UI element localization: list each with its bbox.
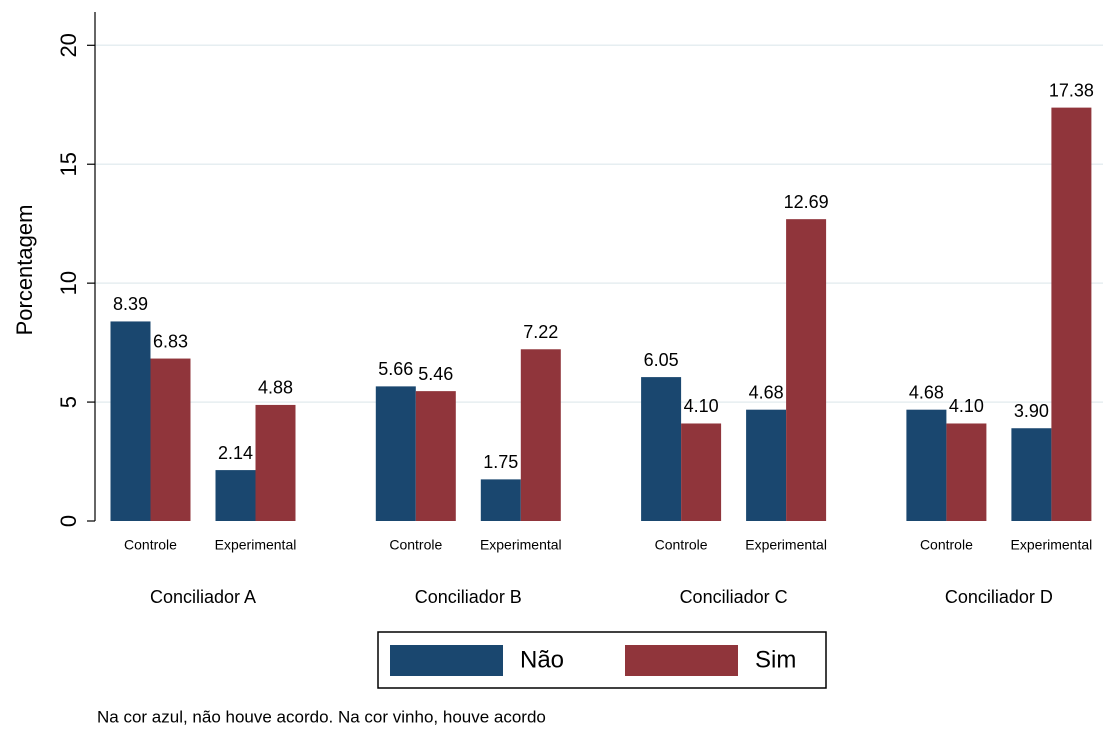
group-label: Conciliador C: [680, 587, 788, 607]
data-label: 17.38: [1049, 80, 1094, 100]
group-label: Conciliador B: [415, 587, 522, 607]
bar: [1011, 428, 1052, 521]
y-tick-label: 5: [56, 396, 81, 408]
x-tick-label: Experimental: [1011, 537, 1093, 553]
legend-label: Não: [520, 646, 564, 673]
data-label: 6.05: [644, 350, 679, 370]
bar: [681, 423, 722, 521]
y-axis-label: Porcentagem: [12, 205, 37, 336]
data-label: 5.46: [418, 364, 453, 384]
data-label: 6.83: [153, 331, 188, 351]
data-label: 4.10: [684, 396, 719, 416]
data-label: 3.90: [1014, 401, 1049, 421]
x-tick-label: Experimental: [745, 537, 827, 553]
data-label: 1.75: [483, 452, 518, 472]
data-label: 5.66: [378, 359, 413, 379]
bar: [480, 479, 521, 521]
bar: [110, 321, 151, 521]
bar: [215, 470, 256, 521]
y-tick-label: 20: [56, 33, 81, 57]
legend-swatch: [625, 645, 738, 676]
bar: [946, 423, 987, 521]
data-label: 8.39: [113, 294, 148, 314]
x-tick-label: Controle: [124, 537, 177, 553]
legend-swatch: [390, 645, 503, 676]
x-tick-label: Controle: [389, 537, 442, 553]
bar: [375, 386, 416, 521]
bar: [255, 404, 296, 521]
x-tick-label: Experimental: [215, 537, 297, 553]
data-label: 4.68: [749, 382, 784, 402]
group-label: Conciliador A: [150, 587, 256, 607]
data-label: 2.14: [218, 443, 253, 463]
x-tick-label: Controle: [920, 537, 973, 553]
bar: [641, 377, 682, 521]
bar: [150, 358, 191, 521]
bar: [415, 391, 456, 521]
note: Na cor azul, não houve acordo. Na cor vi…: [97, 707, 546, 726]
x-tick-label: Controle: [655, 537, 708, 553]
y-tick-label: 10: [56, 271, 81, 295]
bar: [786, 219, 827, 521]
group-label: Conciliador D: [945, 587, 1053, 607]
data-label: 4.88: [258, 378, 293, 398]
data-label: 4.68: [909, 382, 944, 402]
bar: [746, 409, 787, 521]
bar: [906, 409, 947, 521]
y-tick-label: 0: [56, 515, 81, 527]
bar: [520, 349, 561, 521]
y-tick-label: 15: [56, 152, 81, 176]
data-label: 4.10: [949, 396, 984, 416]
bar: [1051, 107, 1092, 521]
data-label: 12.69: [784, 192, 829, 212]
x-tick-label: Experimental: [480, 537, 562, 553]
data-label: 7.22: [523, 322, 558, 342]
legend-label: Sim: [755, 646, 796, 673]
